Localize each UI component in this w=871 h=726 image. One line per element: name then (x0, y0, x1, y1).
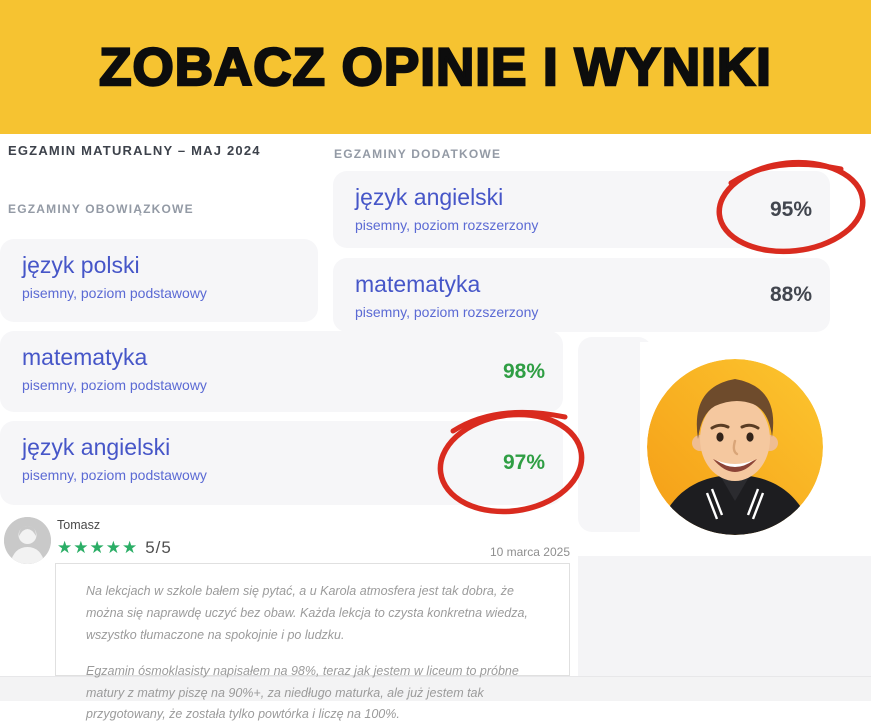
exam-score: 98% (502, 359, 545, 383)
exam-card-matematyka-rozszerzony: matematyka pisemny, poziom rozszerzony 8… (333, 258, 830, 332)
exam-card-polski-podstawowy: język polski pisemny, poziom podstawowy (0, 239, 318, 322)
exam-subject: język angielski (22, 434, 171, 460)
exam-subject: matematyka (355, 271, 481, 297)
exam-subject: język polski (22, 252, 140, 278)
exam-details: pisemny, poziom rozszerzony (355, 217, 539, 233)
tutor-photo (647, 359, 823, 535)
section-label-dodatkowe: EGZAMINY DODATKOWE (334, 147, 502, 161)
background-panel-bottom (0, 676, 871, 701)
rating-value: 5/5 (145, 538, 172, 557)
star-icons: ★★★★★ (57, 538, 139, 557)
tutor-portrait-illustration (647, 359, 823, 535)
reviewer-avatar (4, 517, 51, 564)
exam-card-angielski-podstawowy: język angielski pisemny, poziom podstawo… (0, 421, 563, 505)
review-paragraph: Egzamin ósmoklasisty napisałem na 98%, t… (86, 663, 519, 722)
reviewer-name: Tomasz (57, 518, 101, 532)
exam-card-matematyka-podstawowy: matematyka pisemny, poziom podstawowy 98… (0, 331, 563, 412)
review-date: 10 marca 2025 (489, 545, 570, 559)
section-label-obowiazkowe: EGZAMINY OBOWIĄZKOWE (8, 202, 194, 216)
exam-card-angielski-rozszerzony: język angielski pisemny, poziom rozszerz… (333, 171, 830, 248)
user-icon (4, 517, 51, 564)
review-paragraph: Na lekcjach w szkole bałem się pytać, a … (86, 584, 528, 642)
rating-row: ★★★★★ 5/5 (57, 538, 172, 558)
exam-score: 95% (769, 197, 812, 221)
exam-details: pisemny, poziom podstawowy (22, 467, 207, 483)
exam-session-title: EGZAMIN MATURALNY – MAJ 2024 (8, 143, 261, 158)
banner-title: ZOBACZ OPINIE I WYNIKI (98, 36, 772, 97)
exam-card-partial (578, 337, 652, 532)
exam-subject: matematyka (22, 344, 148, 370)
exam-subject: język angielski (355, 184, 504, 210)
review-quote-box: Na lekcjach w szkole bałem się pytać, a … (55, 563, 570, 721)
exam-score: 88% (769, 283, 812, 306)
top-banner: ZOBACZ OPINIE I WYNIKI (0, 0, 871, 134)
exam-details: pisemny, poziom podstawowy (22, 377, 207, 393)
tutor-photo-frame (640, 342, 871, 554)
exam-score: 97% (502, 451, 545, 474)
exam-details: pisemny, poziom podstawowy (22, 285, 207, 301)
exam-details: pisemny, poziom rozszerzony (355, 304, 539, 320)
